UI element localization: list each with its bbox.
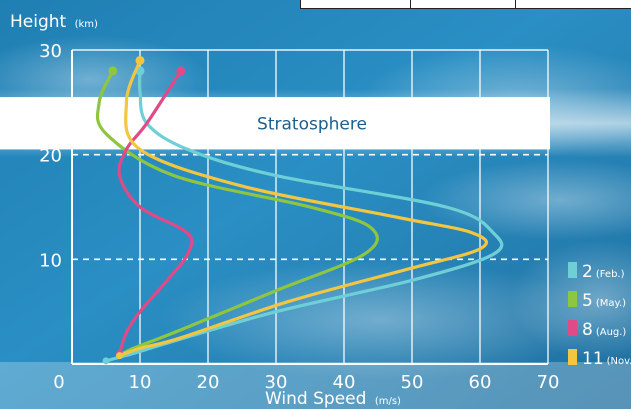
x-tick-label-10: 10: [129, 372, 152, 393]
svg-text:Height (km): Height (km): [10, 12, 98, 32]
x-tick-label-50: 50: [401, 372, 424, 393]
partial-table-header: [300, 0, 631, 9]
x-tick-label-30: 30: [265, 372, 288, 393]
x-axis-unit: (m/s): [375, 396, 401, 407]
legend-label-2: 2 (Feb.): [582, 262, 625, 282]
y-tick-label-20: 20: [39, 146, 62, 167]
series-start-marker-11: [116, 352, 124, 360]
series-end-marker-5: [108, 66, 118, 76]
axes: 0 10 20 30 40 50 60 70 10 20 30: [39, 41, 559, 393]
y-axis-title: Height (km): [10, 12, 98, 32]
x-axis-label: Wind Speed: [265, 389, 366, 409]
legend-swatch-8: [568, 320, 577, 336]
y-axis-unit: (km): [75, 19, 98, 30]
legend-swatch-11: [568, 349, 577, 365]
x-tick-label-60: 60: [469, 372, 492, 393]
series-lines: [95, 55, 504, 365]
legend-swatch-2: [568, 262, 577, 278]
y-tick-label-10: 10: [39, 250, 62, 271]
legend-label-8: 8 (Aug.): [582, 320, 626, 340]
legend: 2(Feb.) 5(May.) 8(Aug.) 11(Nov.): [568, 262, 631, 369]
series-start-marker-2: [102, 357, 110, 365]
series-end-marker-8: [176, 66, 186, 76]
x-tick-label-70: 70: [537, 372, 560, 393]
stratosphere-band: Stratosphere: [0, 89, 631, 158]
x-tick-label-0: 0: [53, 372, 64, 393]
x-axis-title: Wind Speed (m/s): [265, 389, 401, 409]
series-end-marker-11: [135, 55, 145, 65]
legend-swatch-5: [568, 291, 577, 307]
series-line-5: [95, 69, 379, 358]
legend-label-11: 11(Nov.): [582, 349, 631, 369]
x-tick-label-20: 20: [197, 372, 220, 393]
x-tick-label-40: 40: [333, 372, 356, 393]
y-tick-label-30: 30: [39, 41, 62, 62]
legend-label-5: 5 (May.): [582, 291, 626, 311]
stratosphere-label: Stratosphere: [257, 114, 367, 134]
series-line-11: [118, 58, 488, 358]
stratosphere-rect: [0, 97, 550, 150]
y-axis-label: Height: [10, 12, 67, 32]
svg-text:Wind Speed (m/s): Wind Speed (m/s): [265, 389, 401, 409]
